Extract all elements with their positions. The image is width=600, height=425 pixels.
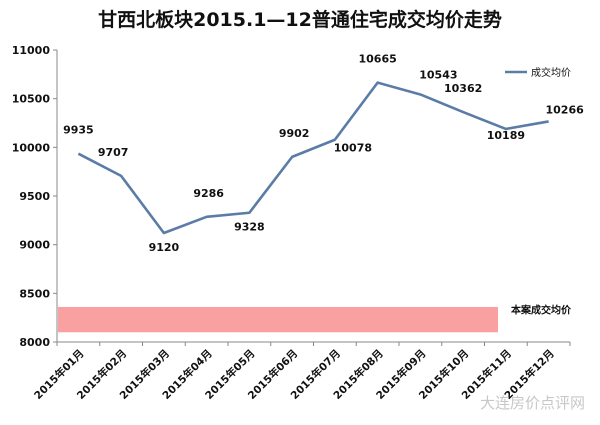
data-label: 10078 (334, 142, 372, 155)
data-label: 9286 (193, 187, 224, 200)
data-label: 10362 (444, 82, 482, 95)
data-label: 10189 (487, 129, 525, 142)
y-tick-label: 9500 (19, 190, 50, 203)
y-tick-label: 11000 (12, 44, 51, 57)
data-label: 9902 (279, 127, 310, 140)
x-tick-labels: 2015年01月2015年02月2015年03月2015年04月2015年05月… (31, 342, 571, 402)
y-tick-label: 9000 (19, 239, 50, 252)
y-tick-label: 10500 (12, 93, 51, 106)
y-tick-label: 10000 (12, 141, 51, 154)
series-line-avg-price (77, 81, 549, 235)
data-label: 10266 (545, 103, 584, 116)
data-label: 9328 (234, 221, 265, 234)
legend-label: 成交均价 (531, 66, 571, 79)
data-label: 9935 (63, 124, 94, 137)
y-tick-label: 8500 (19, 287, 50, 300)
data-label: 9707 (98, 146, 129, 159)
y-tick-label: 8000 (19, 336, 50, 349)
data-label: 10543 (419, 68, 457, 81)
reference-band-label: 本案成交均价 (511, 304, 572, 317)
data-label: 10665 (358, 53, 396, 66)
chart-title: 甘西北板块2015.1—12普通住宅成交均价走势 (98, 8, 502, 31)
reference-band-group: 本案成交均价 (58, 304, 572, 333)
watermark-text: 大连房价点评网 (480, 394, 585, 412)
y-tick-labels: 8000 8500 9000 9500 10000 10500 11000 (12, 44, 57, 349)
data-labels: 9935970791209286932899021007810665105431… (63, 53, 584, 254)
legend: 成交均价 (505, 66, 571, 79)
data-label: 9120 (149, 241, 180, 254)
reference-band (58, 306, 498, 333)
